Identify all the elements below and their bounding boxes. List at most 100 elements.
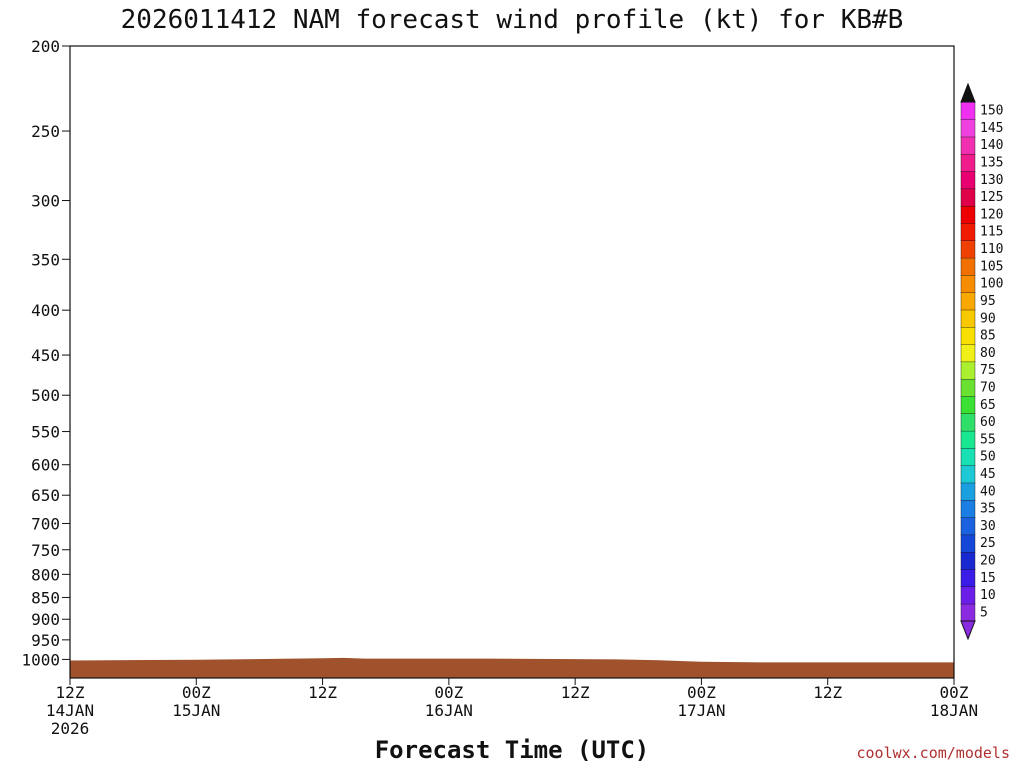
y-tick-label: 750 — [31, 541, 60, 560]
colorbar-level-label: 85 — [980, 329, 996, 344]
y-tick-label: 1000 — [21, 650, 60, 669]
colorbar-cell — [960, 170, 976, 190]
colorbar-cell — [960, 430, 976, 449]
colorbar-cell — [960, 603, 976, 622]
colorbar-level-label: 115 — [980, 225, 1003, 240]
colorbar-level-label: 45 — [980, 467, 996, 482]
colorbar-cell — [960, 378, 976, 397]
y-tick-label: 650 — [31, 486, 60, 505]
chart-title: 2026011412 NAM forecast wind profile (kt… — [121, 5, 904, 35]
colorbar-legend: 5 10 15 20 25 30 35 40 45 50 55 60 65 70 75 80 85 90 95 100… — [960, 82, 1003, 641]
colorbar-level-label: 60 — [980, 415, 996, 430]
colorbar-cell — [960, 188, 976, 207]
x-tick-label: 15JAN — [172, 701, 220, 720]
colorbar-cell — [960, 586, 976, 605]
terrain-area — [70, 657, 954, 678]
colorbar-cell — [960, 274, 976, 293]
colorbar-level-label: 15 — [980, 571, 996, 586]
colorbar-level-label: 30 — [980, 519, 996, 534]
y-tick-label: 900 — [31, 610, 60, 629]
plot-frame — [69, 45, 955, 679]
y-tick-label: 300 — [31, 192, 60, 211]
colorbar-cell — [960, 361, 976, 380]
x-tick-label: 12Z — [813, 683, 842, 702]
colorbar-level-label: 65 — [980, 398, 996, 413]
y-tick-label: 200 — [31, 37, 60, 56]
colorbar-cell — [960, 447, 976, 466]
x-tick-label: 2026 — [51, 719, 90, 738]
y-tick-label: 600 — [31, 456, 60, 475]
x-tick-label: 18JAN — [930, 701, 978, 720]
colorbar-cell — [960, 240, 976, 259]
colorbar-cell — [960, 222, 976, 242]
colorbar-cell — [960, 465, 976, 484]
colorbar-level-label: 20 — [980, 554, 996, 569]
x-tick-label: 14JAN — [46, 701, 94, 720]
y-tick-label: 950 — [31, 631, 60, 650]
y-axis: 200 250 300 350 400 450 500 550 600 650 700 750 800 8… — [21, 37, 70, 669]
colorbar-max-arrow — [960, 82, 976, 103]
colorbar-level-label: 40 — [980, 484, 996, 499]
colorbar-cell — [960, 292, 976, 311]
colorbar-cell — [960, 309, 976, 328]
x-tick-label: 17JAN — [677, 701, 725, 720]
x-tick-label: 00Z — [940, 683, 969, 702]
plot-area — [70, 657, 954, 678]
colorbar-cell — [960, 326, 976, 345]
x-tick-label: 12Z — [56, 683, 85, 702]
colorbar-level-label: 150 — [980, 104, 1003, 119]
colorbar-level-label: 90 — [980, 311, 996, 326]
y-tick-label: 400 — [31, 301, 60, 320]
colorbar-cell — [960, 551, 976, 570]
colorbar-level-label: 130 — [980, 173, 1003, 188]
colorbar-level-label: 100 — [980, 277, 1003, 292]
y-tick-label: 550 — [31, 423, 60, 442]
colorbar-level-label: 125 — [980, 190, 1003, 205]
colorbar-cell — [960, 101, 976, 120]
colorbar-level-label: 10 — [980, 588, 996, 603]
x-tick-label: 12Z — [308, 683, 337, 702]
x-tick-label: 00Z — [687, 683, 716, 702]
colorbar-cell — [960, 257, 976, 276]
colorbar-level-label: 70 — [980, 381, 996, 396]
x-tick-label: 16JAN — [425, 701, 473, 720]
colorbar-level-label: 35 — [980, 502, 996, 517]
colorbar-cell — [960, 517, 976, 536]
colorbar-cell — [960, 153, 976, 172]
colorbar-level-label: 95 — [980, 294, 996, 309]
y-tick-label: 850 — [31, 588, 60, 607]
colorbar-cell — [960, 205, 976, 224]
colorbar-cell — [960, 534, 976, 553]
colorbar-cell — [960, 136, 976, 155]
colorbar-level-label: 50 — [980, 450, 996, 465]
colorbar-level-label: 25 — [980, 536, 996, 551]
y-tick-label: 800 — [31, 565, 60, 584]
y-tick-label: 250 — [31, 122, 60, 141]
colorbar-level-label: 145 — [980, 121, 1003, 136]
y-tick-label: 450 — [31, 346, 60, 365]
colorbar-level-label: 135 — [980, 156, 1003, 171]
x-axis-label: Forecast Time (UTC) — [375, 736, 650, 764]
colorbar-level-label: 105 — [980, 259, 1003, 274]
y-tick-label: 350 — [31, 250, 60, 269]
colorbar-level-label: 55 — [980, 432, 996, 447]
colorbar-level-label: 110 — [980, 242, 1003, 257]
colorbar-level-label: 80 — [980, 346, 996, 361]
colorbar-cell — [960, 344, 976, 363]
colorbar-level-label: 5 — [980, 605, 988, 620]
y-tick-label: 700 — [31, 514, 60, 533]
x-tick-label: 12Z — [561, 683, 590, 702]
colorbar-cell — [960, 119, 976, 138]
colorbar-cell — [960, 499, 976, 518]
x-tick-label: 00Z — [182, 683, 211, 702]
credit-text: coolwx.com/models — [856, 744, 1010, 762]
colorbar-level-label: 75 — [980, 363, 996, 378]
colorbar-cell — [960, 413, 976, 432]
colorbar-min-arrow — [960, 620, 976, 641]
x-tick-label: 00Z — [434, 683, 463, 702]
colorbar-level-label: 140 — [980, 138, 1003, 153]
colorbar-cell — [960, 395, 976, 415]
y-tick-label: 500 — [31, 386, 60, 405]
